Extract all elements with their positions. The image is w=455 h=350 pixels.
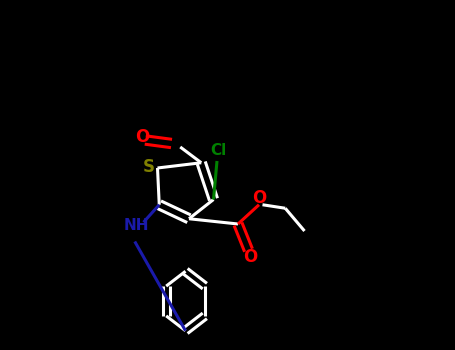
Text: O: O [135, 128, 149, 146]
Text: S: S [143, 158, 155, 176]
Text: O: O [252, 189, 266, 207]
Text: NH: NH [124, 218, 149, 233]
Text: O: O [243, 248, 258, 266]
Text: Cl: Cl [211, 143, 227, 158]
